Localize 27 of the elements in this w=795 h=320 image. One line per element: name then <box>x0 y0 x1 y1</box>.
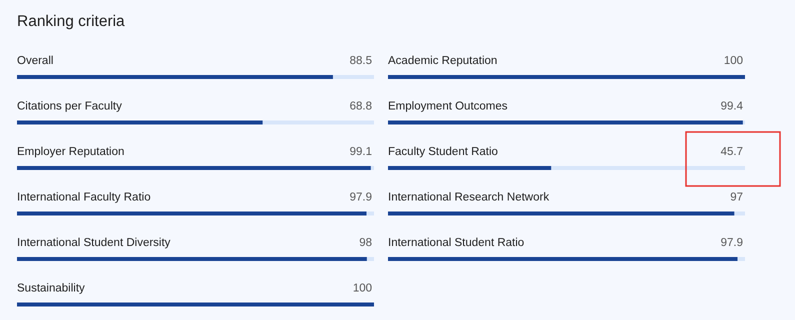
bar <box>17 212 367 216</box>
category-label: International Student Ratio <box>388 237 524 249</box>
chart-title: Ranking criteria <box>17 13 125 31</box>
bar <box>17 257 367 261</box>
category-label: Employment Outcomes <box>388 100 508 112</box>
category-label: Academic Reputation <box>388 55 498 67</box>
data-label: 99.1 <box>350 146 372 158</box>
category-label: International Student Diversity <box>17 237 170 249</box>
bar <box>17 166 371 170</box>
data-label: 100 <box>352 282 372 294</box>
data-label: 97.9 <box>350 192 372 204</box>
data-label: 99.4 <box>720 100 744 112</box>
data-label: 88.5 <box>350 55 372 67</box>
data-label: 97 <box>730 192 743 204</box>
category-label: Faculty Student Ratio <box>388 146 498 158</box>
data-label: 68.8 <box>350 100 372 112</box>
data-label: 97.9 <box>720 237 743 249</box>
data-label: 100 <box>724 55 743 67</box>
category-label: Citations per Faculty <box>17 100 122 112</box>
category-label: Employer Reputation <box>17 146 124 158</box>
category-label: International Research Network <box>388 192 550 204</box>
data-label: 45.7 <box>720 146 743 158</box>
category-label: Sustainability <box>17 282 85 294</box>
category-label: International Faculty Ratio <box>17 192 151 204</box>
data-label: 98 <box>359 237 372 249</box>
category-label: Overall <box>17 55 54 67</box>
bar <box>388 257 738 261</box>
